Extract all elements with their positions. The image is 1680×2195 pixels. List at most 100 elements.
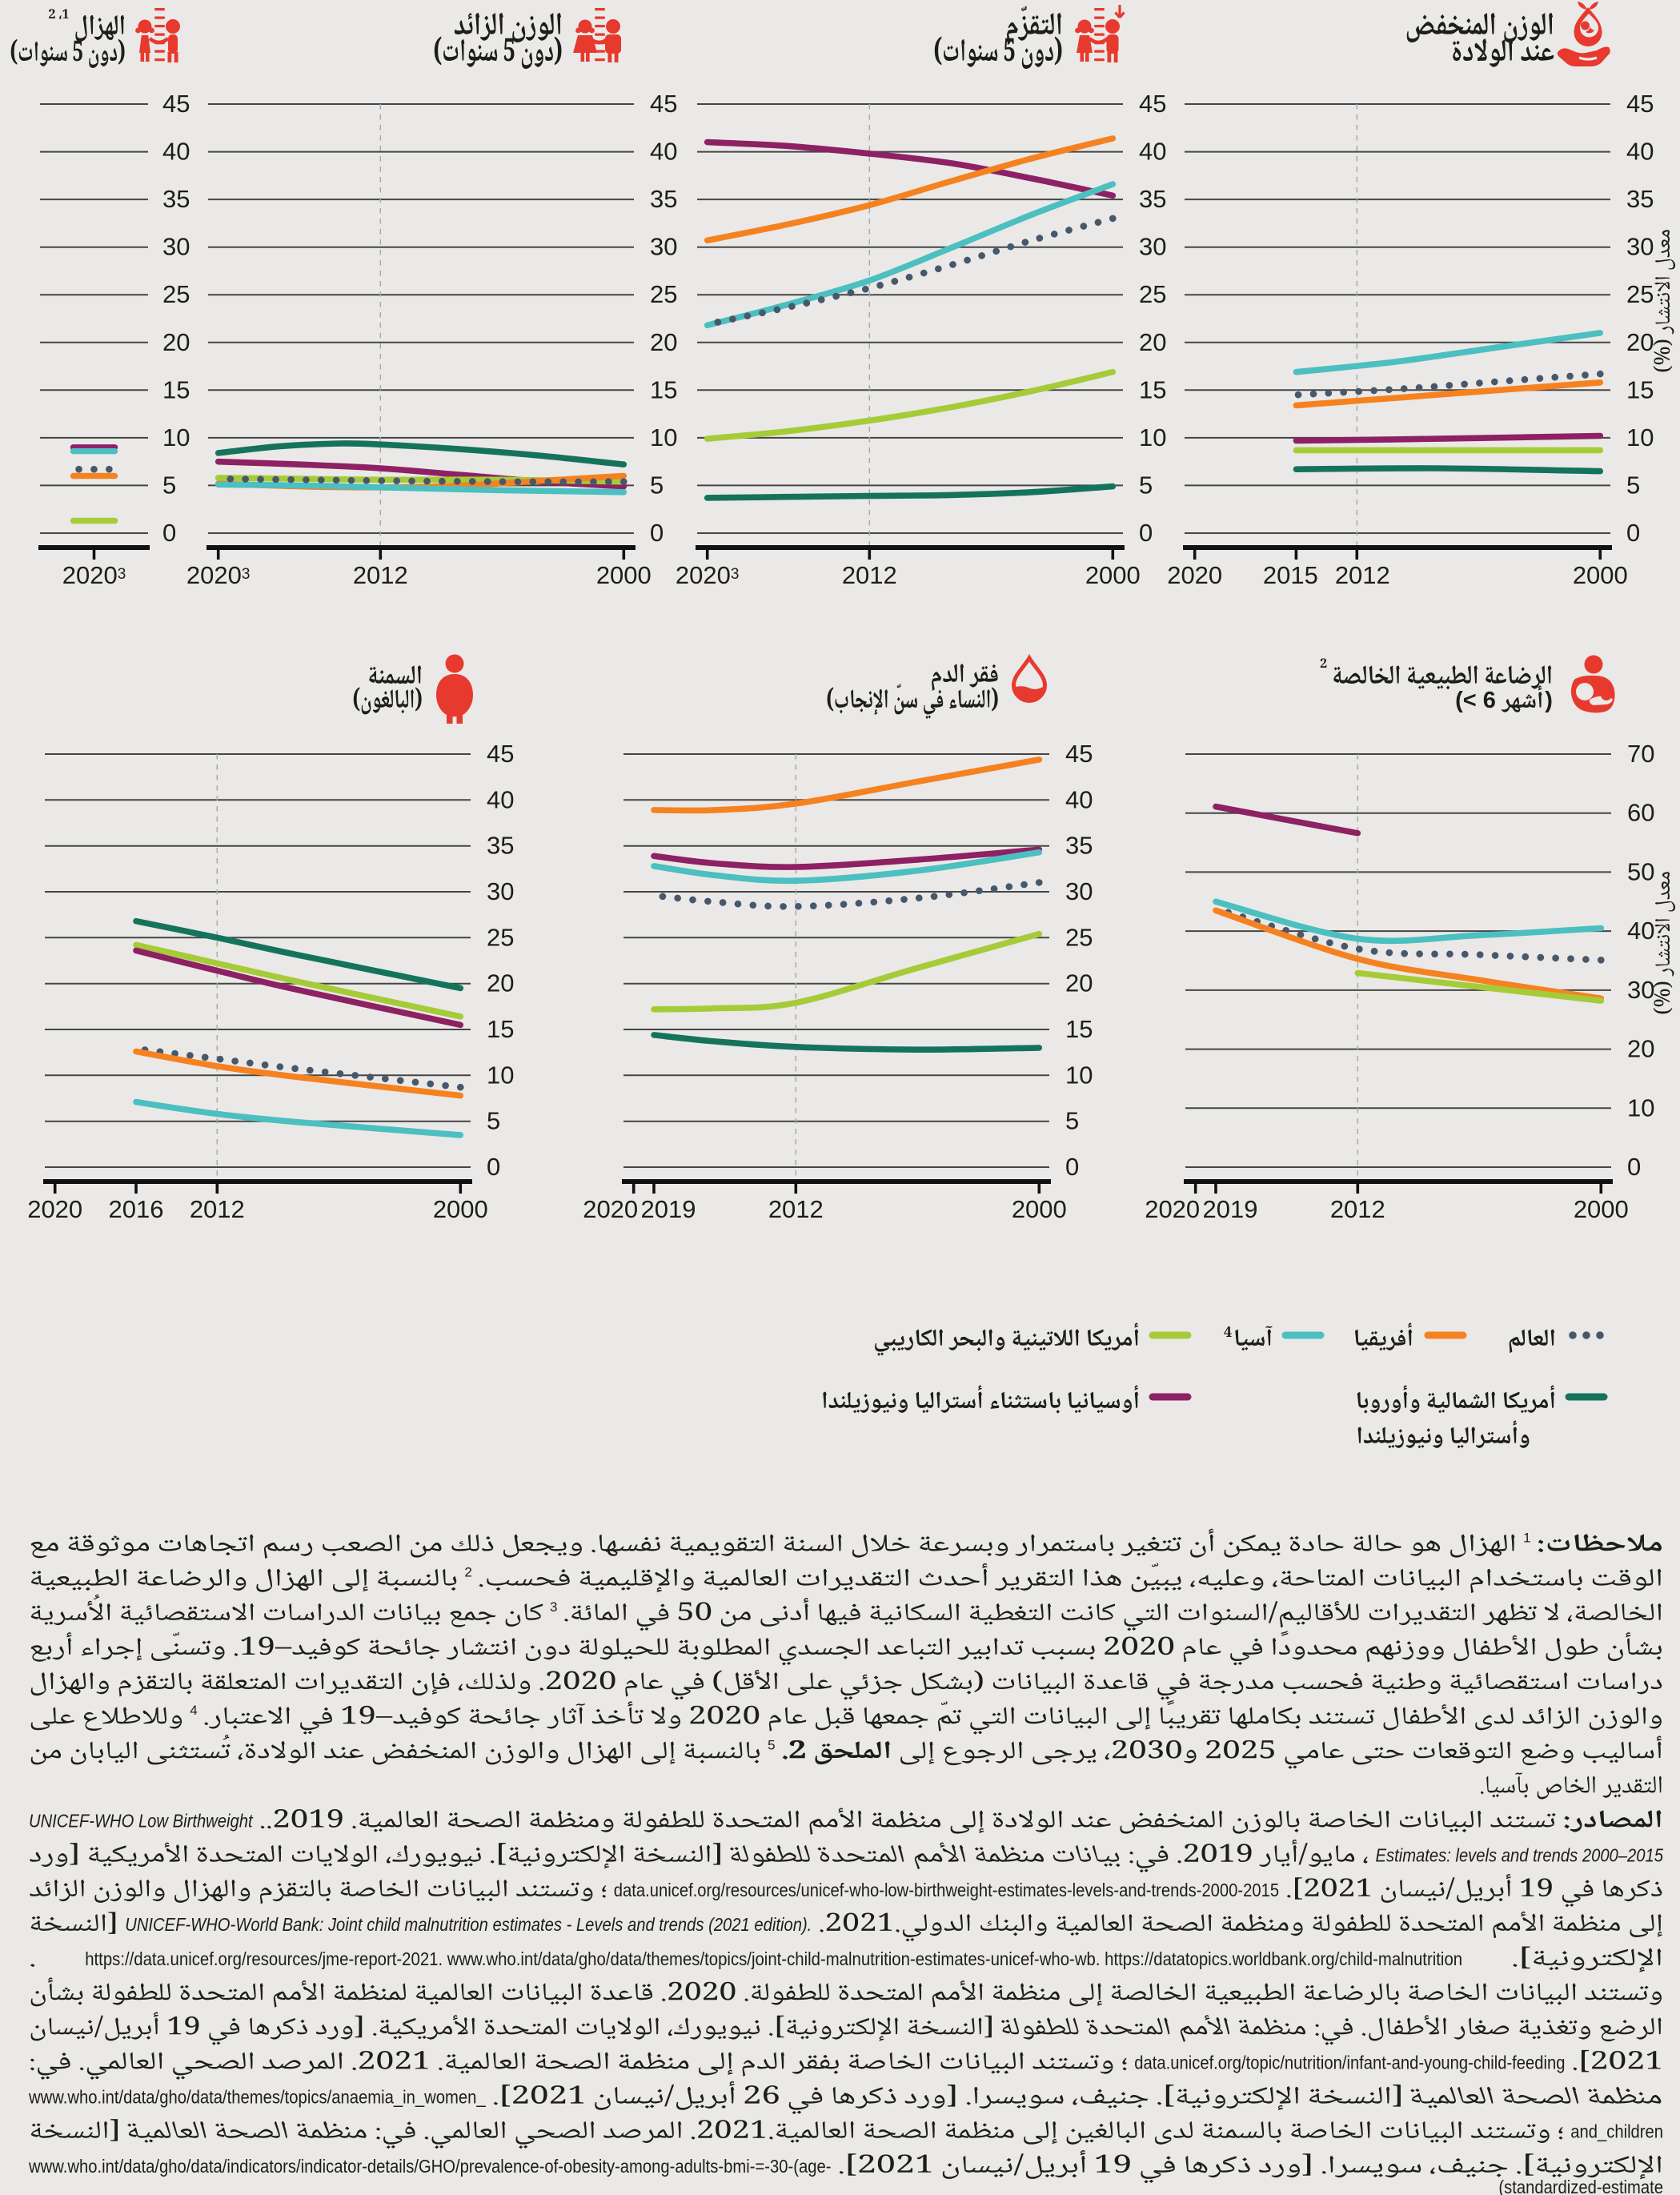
- svg-text:20: 20: [650, 328, 677, 356]
- svg-text:0: 0: [487, 1153, 500, 1181]
- svg-text:30: 30: [162, 233, 190, 261]
- svg-text:10: 10: [1627, 1093, 1654, 1122]
- svg-text:15: 15: [1626, 375, 1654, 403]
- svg-text:40: 40: [1627, 917, 1654, 945]
- svg-text:data.unicef.org/topic/nutritio: data.unicef.org/topic/nutrition/infant-a…: [1134, 2052, 1565, 2073]
- svg-text:2000: 2000: [433, 1195, 488, 1223]
- svg-text:0: 0: [1065, 1153, 1079, 1181]
- svg-text:40: 40: [1139, 138, 1166, 166]
- svg-text:25: 25: [162, 280, 190, 308]
- svg-text:20203: 20203: [186, 561, 251, 589]
- svg-text:4: 4: [190, 1703, 197, 1718]
- svg-text:5: 5: [1065, 1107, 1079, 1135]
- svg-text:10: 10: [1626, 423, 1654, 451]
- svg-text:20: 20: [487, 969, 514, 997]
- svg-text:5: 5: [162, 471, 176, 499]
- svg-text:): ): [1545, 688, 1553, 713]
- svg-text:30: 30: [650, 233, 677, 261]
- svg-text:2012: 2012: [1335, 561, 1390, 589]
- svg-text:30: 30: [1627, 976, 1654, 1004]
- svg-text:2000: 2000: [1574, 1195, 1629, 1223]
- svg-text:35: 35: [1139, 185, 1166, 213]
- svg-text:2000: 2000: [596, 561, 652, 589]
- svg-text:www.who.int/data/gho/data/indi: www.who.int/data/gho/data/indicators/ind…: [28, 2156, 831, 2177]
- svg-text:5: 5: [1139, 471, 1153, 499]
- svg-text:https:​//data.unicef.org/resou: https:​//data.unicef.org/resources/jme-r…: [85, 1948, 1462, 1969]
- svg-text:2015: 2015: [1263, 561, 1318, 589]
- svg-text:35: 35: [487, 832, 514, 860]
- svg-text:30: 30: [1139, 233, 1166, 261]
- svg-text:20: 20: [162, 328, 190, 356]
- svg-text:40: 40: [162, 138, 190, 166]
- svg-text:2: 2: [464, 1565, 471, 1580]
- svg-text:25: 25: [1626, 280, 1654, 308]
- svg-text:30: 30: [487, 877, 514, 905]
- svg-text:2020: 2020: [583, 1195, 638, 1223]
- svg-text:30: 30: [1065, 877, 1093, 905]
- svg-text:20203: 20203: [62, 561, 126, 589]
- svg-text:2012: 2012: [353, 561, 408, 589]
- svg-text:(standardized-estimate: (standardized-estimate: [1498, 2177, 1663, 2195]
- svg-text:5: 5: [1626, 471, 1640, 499]
- svg-text:25: 25: [487, 923, 514, 951]
- svg-text:www.who.int/data/gho/data/them: www.who.int/data/gho/data/themes/topics/…: [28, 2087, 486, 2108]
- svg-text:25: 25: [1139, 280, 1166, 308]
- svg-text:35: 35: [1626, 185, 1654, 213]
- svg-text:20: 20: [1139, 328, 1166, 356]
- svg-text:2020: 2020: [1167, 561, 1222, 589]
- svg-text:60: 60: [1627, 799, 1654, 827]
- svg-text:15: 15: [487, 1015, 514, 1043]
- svg-text:2012: 2012: [1330, 1195, 1385, 1223]
- svg-text:40: 40: [487, 785, 514, 813]
- svg-text:UNICEF-WHO-World Bank: Joint c: UNICEF-WHO-World Bank: Joint child malnu…: [125, 1914, 812, 1935]
- svg-text:45: 45: [1139, 90, 1166, 118]
- svg-text:45: 45: [162, 90, 190, 118]
- svg-text:40: 40: [1065, 785, 1093, 813]
- svg-text:5: 5: [650, 471, 664, 499]
- svg-text:70: 70: [1627, 740, 1654, 768]
- svg-text:45: 45: [650, 90, 677, 118]
- svg-text:15: 15: [1065, 1015, 1093, 1043]
- svg-text:20203: 20203: [676, 561, 740, 589]
- svg-text:2020: 2020: [27, 1195, 82, 1223]
- svg-text:2000: 2000: [1012, 1195, 1067, 1223]
- svg-text:45: 45: [487, 740, 514, 768]
- svg-text:and_children: and_children: [1570, 2121, 1663, 2142]
- svg-text:UNICEF-WHO Low Birthweight: UNICEF-WHO Low Birthweight: [29, 1811, 254, 1832]
- svg-text:2000: 2000: [1085, 561, 1141, 589]
- svg-text:2016: 2016: [109, 1195, 164, 1223]
- svg-text:20: 20: [1065, 969, 1093, 997]
- svg-text:35: 35: [162, 185, 190, 213]
- svg-text:10: 10: [650, 423, 677, 451]
- svg-text:25: 25: [1065, 923, 1093, 951]
- svg-text:25: 25: [650, 280, 677, 308]
- svg-text:(< 6: (< 6: [1455, 688, 1496, 713]
- svg-text:2012: 2012: [190, 1195, 245, 1223]
- svg-text:0: 0: [650, 519, 664, 547]
- svg-text:2012: 2012: [842, 561, 897, 589]
- svg-text:30: 30: [1626, 233, 1654, 261]
- svg-text:0: 0: [1626, 519, 1640, 547]
- svg-text:2012: 2012: [768, 1195, 824, 1223]
- svg-text:3: 3: [550, 1599, 557, 1615]
- svg-text:10: 10: [162, 423, 190, 451]
- svg-text:50: 50: [1627, 857, 1654, 885]
- svg-text:15: 15: [162, 375, 190, 403]
- svg-text:1: 1: [1523, 1531, 1530, 1546]
- svg-text:0: 0: [162, 519, 176, 547]
- svg-text:10: 10: [1065, 1061, 1093, 1089]
- svg-text:2019: 2019: [1203, 1195, 1258, 1223]
- svg-text:0: 0: [1627, 1153, 1641, 1181]
- svg-text:40: 40: [650, 138, 677, 166]
- svg-text:2000: 2000: [1573, 561, 1628, 589]
- svg-text:20: 20: [1626, 328, 1654, 356]
- svg-text:35: 35: [650, 185, 677, 213]
- svg-text:15: 15: [650, 375, 677, 403]
- svg-text:2020: 2020: [1145, 1195, 1200, 1223]
- svg-text:5: 5: [487, 1107, 500, 1135]
- svg-text:5: 5: [768, 1737, 775, 1752]
- svg-text:10: 10: [1139, 423, 1166, 451]
- svg-text:20: 20: [1627, 1035, 1654, 1063]
- svg-text:45: 45: [1626, 90, 1654, 118]
- svg-text:35: 35: [1065, 832, 1093, 860]
